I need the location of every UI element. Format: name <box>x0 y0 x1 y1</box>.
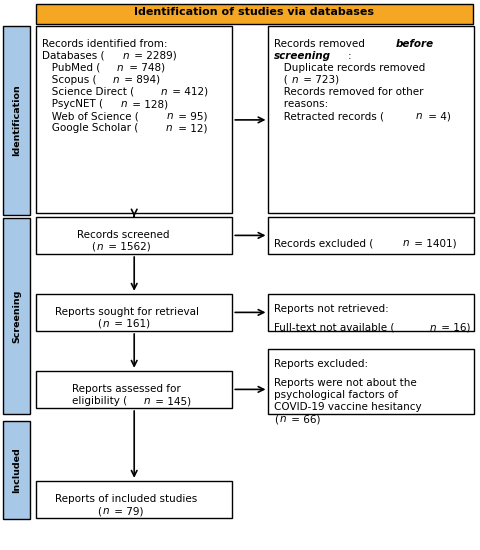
Text: n: n <box>279 414 286 424</box>
Text: n: n <box>120 99 127 109</box>
Text: n: n <box>166 123 172 133</box>
Text: = 1401): = 1401) <box>410 238 456 248</box>
Text: n: n <box>143 396 150 406</box>
Text: Reports assessed for: Reports assessed for <box>72 384 180 394</box>
Text: COVID-19 vaccine hesitancy: COVID-19 vaccine hesitancy <box>274 402 421 412</box>
FancyBboxPatch shape <box>268 349 473 414</box>
Text: Identification of studies via databases: Identification of studies via databases <box>134 7 373 17</box>
Text: Databases (: Databases ( <box>42 51 104 60</box>
Text: Included: Included <box>12 447 21 493</box>
Text: Reports excluded:: Reports excluded: <box>274 359 368 369</box>
FancyBboxPatch shape <box>36 26 232 213</box>
Text: = 748): = 748) <box>125 63 164 73</box>
Text: n: n <box>401 238 408 248</box>
Text: n: n <box>96 242 103 252</box>
Text: = 161): = 161) <box>111 319 150 329</box>
Text: = 4): = 4) <box>424 111 450 121</box>
Text: (: ( <box>91 242 95 252</box>
Text: = 79): = 79) <box>111 506 143 516</box>
Text: = 66): = 66) <box>288 414 320 424</box>
Text: n: n <box>122 51 129 60</box>
Text: = 2289): = 2289) <box>131 51 177 60</box>
Text: Records removed for other: Records removed for other <box>274 87 423 97</box>
Text: Reports not retrieved:: Reports not retrieved: <box>274 304 388 313</box>
Text: Reports of included studies: Reports of included studies <box>55 494 197 504</box>
Text: n: n <box>429 323 435 333</box>
Text: (: ( <box>97 506 101 516</box>
Text: n: n <box>160 87 167 97</box>
FancyBboxPatch shape <box>36 371 232 408</box>
Text: = 16): = 16) <box>437 323 469 333</box>
Text: n: n <box>117 63 123 73</box>
Text: = 412): = 412) <box>169 87 208 97</box>
Text: Records removed: Records removed <box>274 39 368 48</box>
FancyBboxPatch shape <box>36 217 232 254</box>
Text: Reports sought for retrieval: Reports sought for retrieval <box>55 307 199 317</box>
Text: n: n <box>112 75 119 85</box>
Text: = 723): = 723) <box>300 75 339 85</box>
Text: = 95): = 95) <box>175 111 207 121</box>
Text: Reports were not about the: Reports were not about the <box>274 378 416 388</box>
Text: n: n <box>415 111 422 121</box>
Text: Full-text not available (: Full-text not available ( <box>274 323 394 333</box>
Text: (: ( <box>97 319 101 329</box>
Text: (: ( <box>274 75 288 85</box>
FancyBboxPatch shape <box>36 294 232 331</box>
Text: n: n <box>291 75 298 85</box>
Text: = 1562): = 1562) <box>105 242 151 252</box>
FancyBboxPatch shape <box>36 481 232 518</box>
Text: Retracted records (: Retracted records ( <box>274 111 384 121</box>
Text: = 128): = 128) <box>129 99 168 109</box>
Text: Records identified from:: Records identified from: <box>42 39 167 48</box>
Text: Web of Science (: Web of Science ( <box>42 111 138 121</box>
Text: PubMed (: PubMed ( <box>42 63 100 73</box>
Text: = 145): = 145) <box>152 396 191 406</box>
FancyBboxPatch shape <box>268 217 473 254</box>
FancyBboxPatch shape <box>268 294 473 331</box>
FancyBboxPatch shape <box>3 26 30 215</box>
Text: PsycNET (: PsycNET ( <box>42 99 103 109</box>
FancyBboxPatch shape <box>3 421 30 519</box>
Text: eligibility (: eligibility ( <box>72 396 127 406</box>
Text: before: before <box>395 39 433 48</box>
Text: = 894): = 894) <box>120 75 159 85</box>
Text: Screening: Screening <box>12 289 21 343</box>
Text: screening: screening <box>274 51 331 60</box>
Text: n: n <box>102 506 109 516</box>
FancyBboxPatch shape <box>3 218 30 414</box>
Text: Google Scholar (: Google Scholar ( <box>42 123 138 133</box>
Text: = 12): = 12) <box>174 123 207 133</box>
Text: Identification: Identification <box>12 85 21 156</box>
Text: Records screened: Records screened <box>77 230 169 240</box>
Text: Science Direct (: Science Direct ( <box>42 87 134 97</box>
Text: (: ( <box>274 414 277 424</box>
Text: Scopus (: Scopus ( <box>42 75 96 85</box>
Text: n: n <box>167 111 173 121</box>
Text: Duplicate records removed: Duplicate records removed <box>274 63 424 73</box>
Text: :: : <box>347 51 350 60</box>
Text: Records excluded (: Records excluded ( <box>274 238 372 248</box>
Text: psychological factors of: psychological factors of <box>274 390 397 400</box>
FancyBboxPatch shape <box>268 26 473 213</box>
Text: n: n <box>102 319 109 329</box>
Text: reasons:: reasons: <box>274 99 328 109</box>
FancyBboxPatch shape <box>36 4 472 24</box>
